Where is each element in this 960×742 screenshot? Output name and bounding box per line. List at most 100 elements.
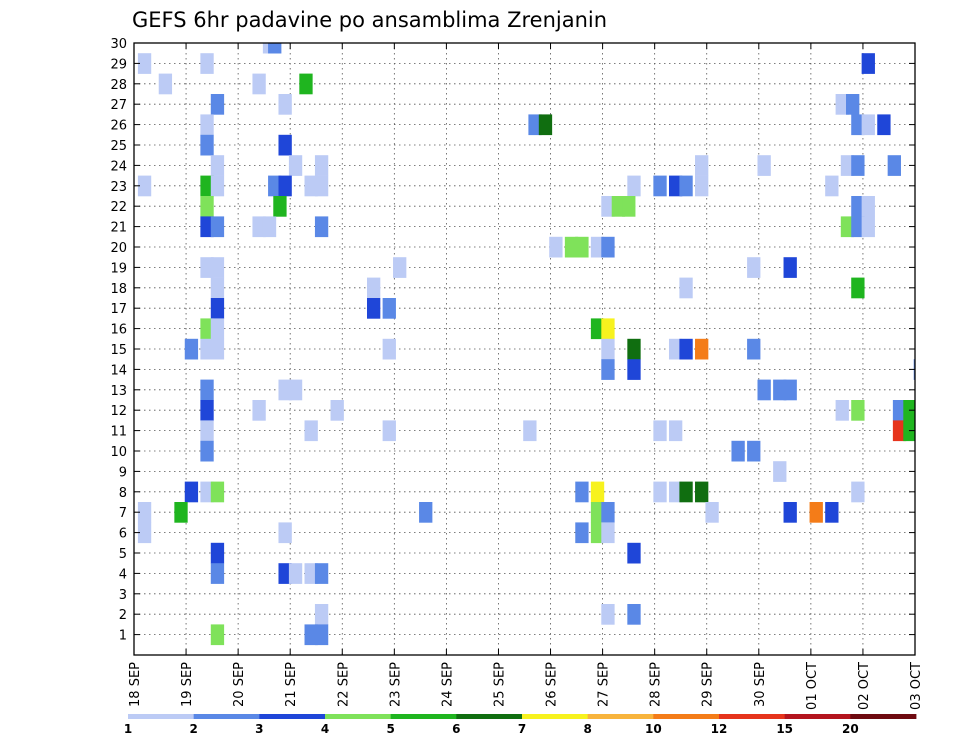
data-cell: [304, 175, 318, 197]
data-cell: [861, 53, 875, 74]
data-cell: [601, 236, 615, 258]
colorbar-tick-label: 12: [711, 722, 728, 736]
colorbar-swatch: [390, 714, 457, 719]
data-cell: [419, 502, 433, 523]
data-cell: [757, 379, 771, 401]
data-cell: [200, 400, 214, 421]
colorbar-tick-label: 6: [452, 722, 460, 736]
x-tick-label: 01 OCT: [805, 662, 820, 710]
colorbar-swatch: [784, 714, 851, 719]
data-cell: [679, 277, 693, 299]
y-tick-label: 14: [110, 363, 127, 378]
data-cell: [210, 175, 225, 197]
data-cell: [783, 502, 797, 523]
data-cell: [653, 420, 667, 442]
data-cell: [835, 94, 849, 115]
data-cell: [575, 481, 589, 503]
data-cell: [314, 563, 329, 584]
data-cell: [622, 196, 636, 217]
data-cell: [601, 502, 615, 523]
y-tick-label: 25: [110, 139, 127, 154]
data-cell: [366, 277, 381, 299]
y-tick-label: 2: [119, 608, 127, 623]
data-cell: [846, 94, 860, 115]
data-cell: [627, 359, 641, 380]
colorbar-tick-label: 8: [583, 722, 591, 736]
data-cell: [564, 236, 579, 258]
data-cell: [590, 502, 605, 523]
data-cell: [210, 542, 225, 564]
data-cell: [200, 53, 214, 74]
data-cell: [262, 216, 277, 238]
data-cell: [252, 400, 266, 421]
data-cell: [210, 94, 225, 115]
data-cell: [252, 216, 266, 238]
x-tick-label: 23 SEP: [388, 662, 403, 707]
data-cell: [851, 155, 865, 176]
data-cell: [210, 216, 225, 238]
colorbar-swatch: [456, 714, 523, 719]
x-tick-label: 20 SEP: [232, 662, 247, 707]
data-cell: [575, 236, 589, 258]
data-cell: [273, 196, 287, 217]
data-cell: [627, 338, 641, 360]
data-cell: [137, 522, 152, 544]
data-cell: [200, 379, 214, 401]
data-cell: [877, 114, 891, 136]
data-cell: [330, 400, 344, 421]
data-cell: [731, 440, 745, 462]
colorbar-tick-label: 4: [321, 722, 329, 736]
colorbar-swatch: [522, 714, 589, 719]
data-cell: [601, 318, 615, 340]
colorbar-swatch: [325, 714, 392, 719]
data-cell: [382, 420, 396, 442]
data-cell: [174, 502, 188, 523]
data-cell: [314, 175, 329, 197]
data-cell: [184, 338, 199, 360]
colorbar-tick-label: 20: [842, 722, 859, 736]
data-cell: [200, 196, 214, 217]
data-cell: [200, 318, 214, 340]
colorbar-tick-label: 15: [776, 722, 793, 736]
data-cell: [601, 196, 615, 217]
data-cell: [851, 481, 865, 503]
data-cell: [200, 257, 214, 278]
data-cell: [314, 604, 329, 625]
y-tick-label: 4: [119, 567, 127, 582]
y-axis: 1234567891011121314151617181920212223242…: [110, 37, 915, 644]
data-cell: [366, 298, 381, 319]
y-tick-label: 11: [110, 425, 127, 440]
data-cell: [278, 379, 292, 401]
data-cell: [210, 298, 225, 319]
data-cell: [747, 257, 761, 278]
data-cell: [210, 277, 225, 299]
data-cell: [288, 379, 303, 401]
data-cell: [653, 481, 667, 503]
y-tick-label: 21: [110, 221, 127, 236]
x-tick-label: 02 OCT: [857, 662, 872, 710]
data-cell: [679, 481, 693, 503]
y-tick-label: 27: [110, 98, 127, 113]
data-cell: [210, 318, 225, 340]
data-cell: [825, 502, 839, 523]
data-cell: [668, 175, 683, 197]
colorbar-tick-label: 1: [124, 722, 132, 736]
y-tick-label: 6: [119, 527, 127, 542]
data-cell: [695, 338, 709, 360]
y-tick-label: 7: [119, 506, 127, 521]
data-cell: [611, 196, 626, 217]
data-cell: [835, 400, 849, 421]
data-cell: [210, 338, 225, 360]
data-cell: [601, 338, 615, 360]
data-cell: [627, 542, 641, 564]
data-cell: [549, 236, 563, 258]
y-tick-label: 17: [110, 302, 127, 317]
x-tick-label: 27 SEP: [597, 662, 612, 707]
data-cell: [668, 481, 683, 503]
data-cell: [887, 155, 901, 176]
colorbar-swatch: [259, 714, 326, 719]
data-cell: [200, 440, 214, 462]
y-tick-label: 8: [119, 486, 127, 501]
data-cell: [851, 114, 865, 136]
